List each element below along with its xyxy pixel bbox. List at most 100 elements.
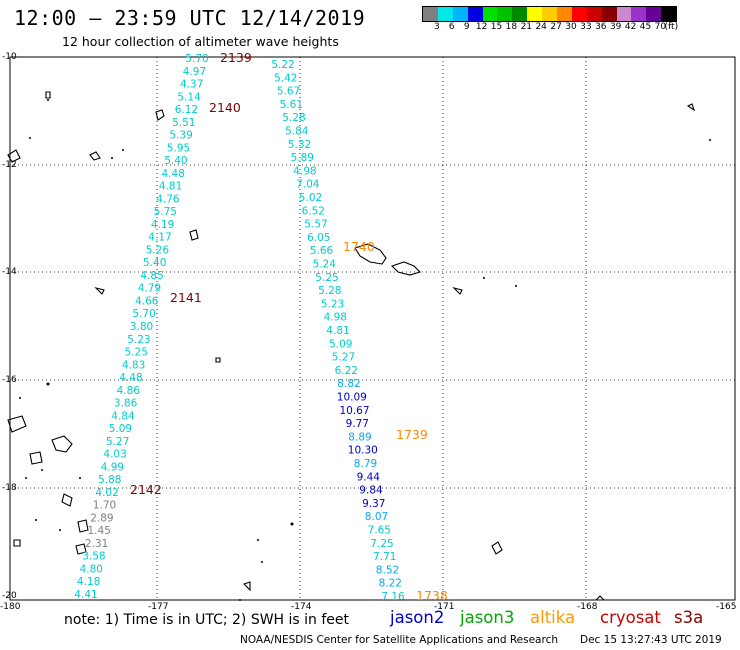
lon-label: -174 (291, 602, 312, 612)
color-swatch (631, 7, 647, 21)
pass-time-label: 1739 (396, 427, 428, 442)
wave-height-label: 5.09 (109, 423, 132, 435)
units-note: note: 1) Time is in UTC; 2) SWH is in fe… (64, 612, 350, 628)
wave-height-label: 5.09 (329, 338, 352, 350)
wave-height-label: 6.52 (302, 205, 325, 217)
wave-height-label: 4.03 (103, 449, 126, 461)
color-scale-label: 9 (463, 22, 470, 32)
pass-time-labels: 2139 2140 2141 2142 1740 1739 1738 (130, 50, 448, 603)
wave-height-label: 7.04 (296, 179, 320, 191)
color-swatch (452, 7, 468, 21)
color-swatch (586, 7, 602, 21)
wave-height-label: 5.70 (185, 53, 208, 65)
wave-height-label: 5.40 (143, 257, 166, 269)
color-swatch (646, 7, 662, 21)
wave-height-label: 4.99 (101, 461, 124, 473)
wave-height-label: 4.41 (74, 589, 97, 601)
wave-height-label: 4.66 (135, 296, 159, 308)
lon-label: -165 (716, 602, 737, 612)
color-swatch (616, 7, 632, 21)
island-upolu (354, 243, 387, 265)
wave-height-label: 10.67 (339, 405, 369, 417)
lon-label: -180 (0, 602, 21, 612)
pass-time-label: 2142 (130, 482, 162, 497)
wave-height-label: 10.09 (337, 392, 367, 404)
lon-label: -168 (577, 602, 598, 612)
island-dots (19, 99, 711, 601)
legend-altika: altika (530, 608, 576, 627)
color-scale-label: 12 (475, 22, 488, 32)
wave-height-label: 4.97 (183, 66, 206, 78)
wave-height-label: 5.61 (280, 99, 303, 111)
pass-time-label: 2141 (170, 290, 202, 305)
color-swatch (661, 7, 677, 21)
color-swatch (542, 7, 558, 21)
wave-height-label: 9.44 (357, 471, 381, 483)
color-scale-label: 24 (535, 22, 547, 32)
wave-height-label: 7.65 (368, 525, 391, 537)
wave-height-label: 6.05 (307, 232, 330, 244)
color-swatch (512, 7, 528, 21)
wave-height-label: 5.66 (310, 245, 334, 257)
wave-height-label: 4.83 (122, 359, 145, 371)
wave-height-label: 5.27 (332, 352, 355, 364)
wave-height-label: 4.48 (119, 372, 142, 384)
wave-height-label: 8.82 (337, 378, 360, 390)
wave-height-label: 1.70 (93, 500, 116, 512)
wave-height-label: 4.81 (326, 325, 349, 337)
lat-label: -10 (2, 52, 17, 62)
wave-height-label: 5.14 (177, 91, 201, 103)
wave-height-label: 4.79 (138, 283, 161, 295)
track-west-labels: 5.704.974.375.146.125.515.395.955.404.48… (74, 53, 208, 601)
wave-height-label: 4.48 (162, 168, 185, 180)
color-scale-label: (ft) (664, 22, 679, 32)
wave-height-label: 5.42 (274, 72, 297, 84)
wave-height-label: 5.67 (277, 86, 300, 98)
pass-time-label: 1738 (416, 588, 448, 603)
wave-height-label: 9.84 (359, 485, 383, 497)
wave-height-label: 8.52 (376, 564, 399, 576)
color-scale-label: 15 (490, 22, 503, 32)
color-swatch (601, 7, 617, 21)
wave-height-label: 5.51 (172, 117, 195, 129)
wave-height-label: 4.19 (151, 219, 174, 231)
wave-height-label: 5.75 (154, 206, 177, 218)
color-scale-label: 39 (609, 22, 622, 32)
wave-height-label: 5.70 (132, 308, 155, 320)
wave-height-label: 4.98 (324, 312, 347, 324)
lon-label: -171 (434, 602, 455, 612)
credit-line: NOAA/NESDIS Center for Satellite Applica… (240, 634, 558, 646)
color-scale-label: 6 (448, 22, 455, 32)
pass-time-label: 2140 (209, 100, 241, 115)
wave-height-label: 10.30 (348, 445, 378, 457)
color-scale-label: 33 (580, 22, 592, 32)
wave-height-label: 5.95 (167, 142, 190, 154)
color-swatch (467, 7, 483, 21)
color-swatch (497, 7, 513, 21)
wave-height-label: 9.77 (346, 418, 369, 430)
wave-height-label: 4.18 (77, 576, 100, 588)
color-scale-label: 30 (565, 22, 577, 32)
lat-label: -20 (2, 591, 17, 601)
color-scale-label: 3 (434, 22, 440, 32)
color-scale-label: 18 (505, 22, 518, 32)
color-swatch (527, 7, 543, 21)
wave-height-label: 1.45 (88, 525, 111, 537)
legend-cryosat: cryosat (600, 608, 661, 627)
wave-height-label: 7.25 (370, 538, 393, 550)
wave-height-label: 4.17 (148, 232, 171, 244)
lat-label: -18 (2, 483, 17, 493)
map-frame (9, 56, 736, 601)
wave-height-label: 5.02 (299, 192, 322, 204)
wave-height-label: 5.40 (164, 155, 187, 167)
wave-height-label: 5.32 (288, 139, 311, 151)
wave-height-label: 3.80 (130, 321, 153, 333)
color-swatch (423, 7, 438, 21)
wave-height-label: 5.24 (313, 259, 337, 271)
wave-height-label: 5.23 (321, 298, 344, 310)
wave-height-label: 5.84 (285, 126, 309, 138)
wave-height-label: 2.89 (90, 512, 113, 524)
lon-label: -177 (148, 602, 169, 612)
